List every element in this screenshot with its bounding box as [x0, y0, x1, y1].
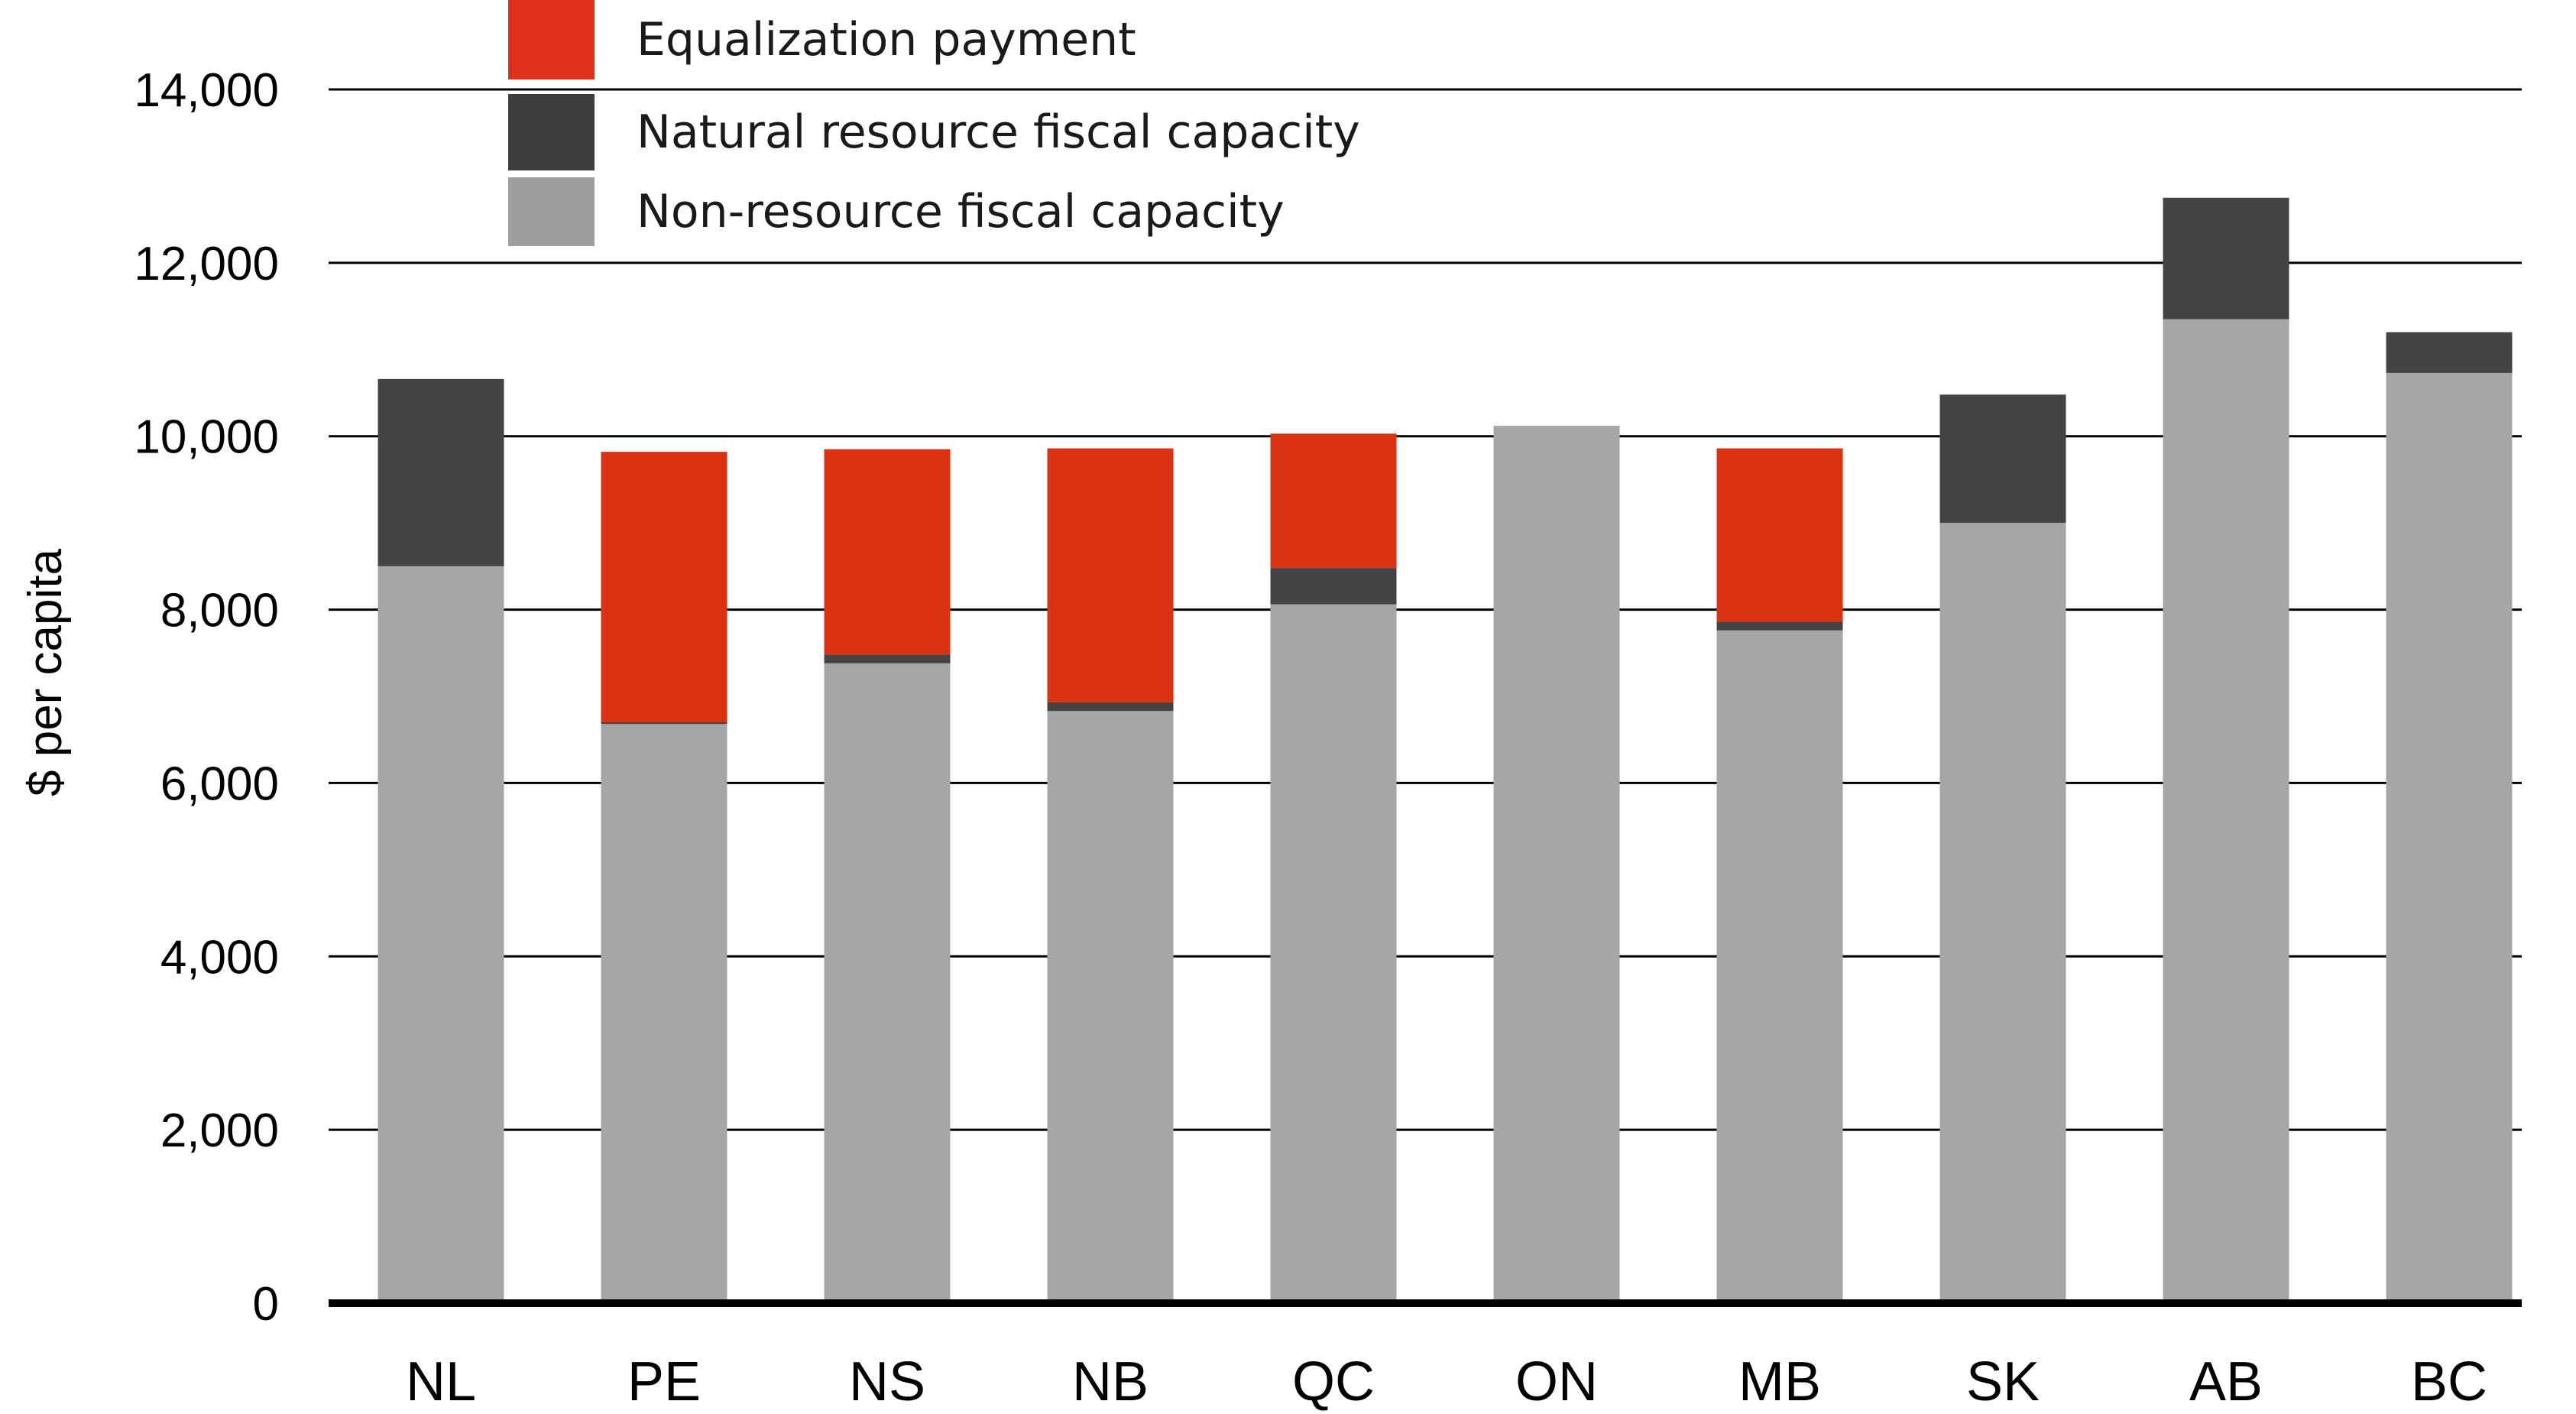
bar-mb-equalization-payment — [1716, 448, 1843, 622]
bar-sk-non-resource-fiscal-capacity — [1939, 523, 2066, 1303]
x-tick-label-on: ON — [1515, 1351, 1598, 1412]
bar-ns-non-resource-fiscal-capacity — [824, 663, 951, 1303]
legend: Equalization payment Natural resource fis… — [504, 0, 1360, 248]
y-tick-label: 14,000 — [134, 64, 279, 117]
y-axis-tick-labels: 0 2,000 4,000 6,000 8,000 10,000 12,000 14,000 — [134, 64, 279, 1331]
x-tick-label-nl: NL — [406, 1351, 476, 1412]
bar-nb-natural-resource-fiscal-capacity — [1047, 702, 1174, 712]
bar-nb-non-resource-fiscal-capacity — [1047, 711, 1174, 1303]
y-tick-label: 10,000 — [134, 411, 279, 464]
y-tick-label: 8,000 — [160, 585, 279, 637]
y-tick-label: 6,000 — [160, 757, 279, 810]
legend-label-natural-resource-fiscal-capacity: Natural resource fiscal capacity — [637, 105, 1360, 159]
bar-ab-natural-resource-fiscal-capacity — [2163, 197, 2289, 319]
bar-pe-equalization-payment — [601, 452, 727, 723]
bar-nl-non-resource-fiscal-capacity — [377, 566, 504, 1303]
bar-on-non-resource-fiscal-capacity — [1493, 426, 1620, 1304]
bar-ns-equalization-payment — [824, 449, 951, 655]
bar-qc-non-resource-fiscal-capacity — [1270, 604, 1397, 1303]
y-tick-label: 12,000 — [134, 238, 279, 290]
legend-swatch-natural-resource-fiscal-capacity — [508, 94, 595, 170]
y-tick-label: 4,000 — [160, 931, 279, 984]
x-tick-label-qc: QC — [1292, 1351, 1375, 1412]
bar-bc-natural-resource-fiscal-capacity — [2386, 332, 2513, 373]
legend-swatch-non-resource-fiscal-capacity — [508, 177, 595, 246]
y-tick-label: 0 — [253, 1278, 279, 1331]
bar-qc-equalization-payment — [1270, 433, 1397, 569]
x-tick-label-ns: NS — [849, 1351, 925, 1412]
legend-label-equalization-payment: Equalization payment — [637, 13, 1136, 66]
legend-swatch-equalization-payment — [508, 0, 595, 79]
bar-bc-non-resource-fiscal-capacity — [2386, 372, 2513, 1304]
bars — [377, 197, 2513, 1304]
bar-ns-natural-resource-fiscal-capacity — [824, 654, 951, 663]
x-axis-category-labels: NL PE NS NB QC ON MB SK AB BC — [406, 1351, 2487, 1412]
bar-pe-natural-resource-fiscal-capacity — [601, 722, 727, 725]
bar-qc-natural-resource-fiscal-capacity — [1270, 568, 1397, 605]
bar-pe-non-resource-fiscal-capacity — [601, 724, 727, 1303]
bar-mb-non-resource-fiscal-capacity — [1716, 630, 1843, 1303]
bar-mb-natural-resource-fiscal-capacity — [1716, 621, 1843, 631]
x-tick-label-pe: PE — [627, 1351, 701, 1412]
x-tick-label-mb: MB — [1738, 1351, 1821, 1412]
x-tick-label-ab: AB — [2189, 1351, 2263, 1412]
x-tick-label-bc: BC — [2411, 1351, 2487, 1412]
x-tick-label-sk: SK — [1966, 1351, 2040, 1412]
y-tick-label: 2,000 — [160, 1104, 279, 1157]
bar-nl-natural-resource-fiscal-capacity — [377, 378, 504, 566]
bar-nb-equalization-payment — [1047, 448, 1174, 702]
bar-sk-natural-resource-fiscal-capacity — [1939, 394, 2066, 524]
x-tick-label-nb: NB — [1072, 1351, 1149, 1412]
bar-ab-non-resource-fiscal-capacity — [2163, 319, 2289, 1304]
legend-label-non-resource-fiscal-capacity: Non-resource fiscal capacity — [637, 185, 1285, 238]
y-axis-title: $ per capita — [19, 548, 72, 796]
